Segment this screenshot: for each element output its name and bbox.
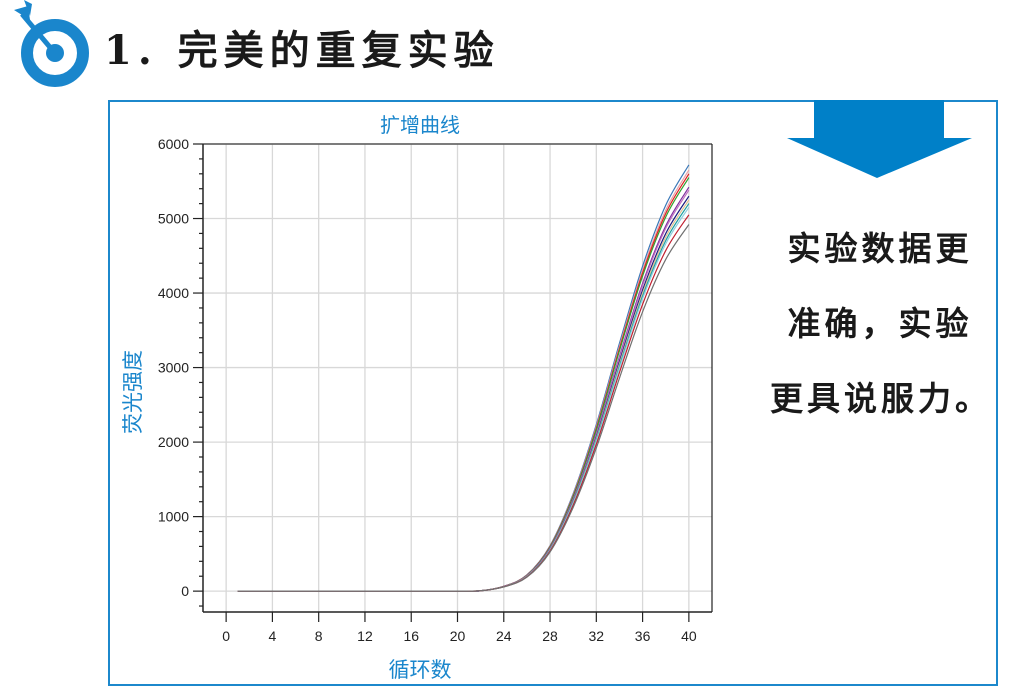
series-line bbox=[237, 224, 690, 592]
side-text-line: 更具说服力。 bbox=[770, 379, 992, 418]
x-tick-label: 12 bbox=[357, 628, 373, 644]
target-arrow-icon bbox=[14, 0, 89, 87]
series-line bbox=[237, 164, 690, 592]
series-line bbox=[237, 214, 690, 592]
x-tick-label: 24 bbox=[496, 628, 512, 644]
y-tick-label: 1000 bbox=[158, 509, 189, 525]
side-text-line: 准确，实验 bbox=[787, 304, 973, 343]
y-axis-label: 荧光强度 bbox=[122, 350, 145, 434]
series-line bbox=[237, 177, 690, 592]
x-tick-label: 20 bbox=[450, 628, 466, 644]
x-tick-label: 40 bbox=[681, 628, 697, 644]
x-tick-label: 4 bbox=[269, 628, 277, 644]
y-tick-label: 6000 bbox=[158, 136, 189, 152]
y-tick-label: 4000 bbox=[158, 285, 189, 301]
side-text-line: 实验数据更 bbox=[787, 229, 973, 268]
series-line bbox=[237, 203, 690, 592]
series-line bbox=[237, 207, 690, 592]
series-line bbox=[237, 199, 690, 592]
x-tick-label: 8 bbox=[315, 628, 323, 644]
series-line bbox=[237, 173, 690, 592]
x-tick-label: 28 bbox=[542, 628, 558, 644]
x-tick-label: 0 bbox=[222, 628, 230, 644]
x-tick-label: 32 bbox=[589, 628, 605, 644]
series-line bbox=[237, 189, 690, 592]
series-line bbox=[237, 186, 690, 592]
x-tick-label: 16 bbox=[403, 628, 419, 644]
y-tick-label: 5000 bbox=[158, 211, 189, 227]
page-heading: 1. 完美的重复实验 bbox=[104, 27, 500, 74]
y-tick-label: 2000 bbox=[158, 434, 189, 450]
y-tick-label: 3000 bbox=[158, 360, 189, 376]
series-line bbox=[237, 169, 690, 592]
series-line bbox=[237, 195, 690, 592]
x-tick-label: 36 bbox=[635, 628, 651, 644]
down-arrow-icon bbox=[787, 100, 972, 178]
y-tick-label: 0 bbox=[181, 583, 189, 599]
chart-title: 扩增曲线 bbox=[380, 114, 460, 137]
chart-frame bbox=[108, 100, 998, 686]
x-axis-label: 循环数 bbox=[389, 659, 452, 682]
